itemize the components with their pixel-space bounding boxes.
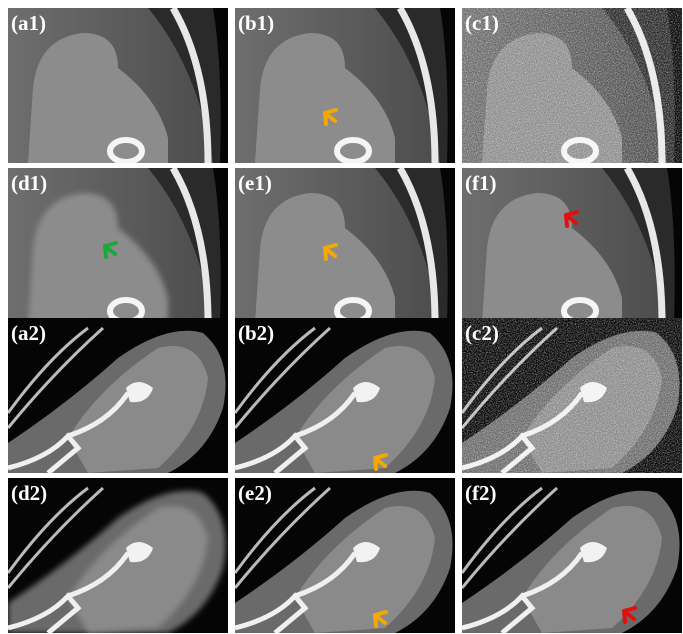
panel-label: (b2) bbox=[238, 321, 274, 345]
panel-label: (f1) bbox=[465, 171, 496, 195]
panel: (e1) bbox=[235, 168, 455, 323]
panel-label: (a2) bbox=[11, 321, 46, 345]
panel: (c1) bbox=[462, 8, 682, 163]
figure: (a1) (b1) (c1) (d1) (e1) (f1) (a2) (b2) (c2) (d2)… bbox=[0, 0, 683, 634]
panel: (b1) bbox=[235, 8, 455, 163]
panel-label: (e1) bbox=[238, 171, 272, 195]
panel: (a2) bbox=[8, 318, 228, 473]
panel-label: (a1) bbox=[11, 11, 46, 35]
panel: (c2) bbox=[462, 318, 682, 473]
panel: (d1) bbox=[8, 168, 228, 323]
panel-label: (d2) bbox=[11, 481, 47, 505]
panel-label: (f2) bbox=[465, 481, 496, 505]
panel: (e2) bbox=[235, 478, 455, 633]
panel: (f1) bbox=[462, 168, 682, 323]
panel: (d2) bbox=[8, 478, 228, 633]
panel-label: (e2) bbox=[238, 481, 272, 505]
panel-label: (b1) bbox=[238, 11, 274, 35]
panel-label: (d1) bbox=[11, 171, 47, 195]
panel: (a1) bbox=[8, 8, 228, 163]
panel-label: (c2) bbox=[465, 321, 499, 345]
panel-label: (c1) bbox=[465, 11, 499, 35]
panel: (f2) bbox=[462, 478, 682, 633]
panel: (b2) bbox=[235, 318, 455, 473]
